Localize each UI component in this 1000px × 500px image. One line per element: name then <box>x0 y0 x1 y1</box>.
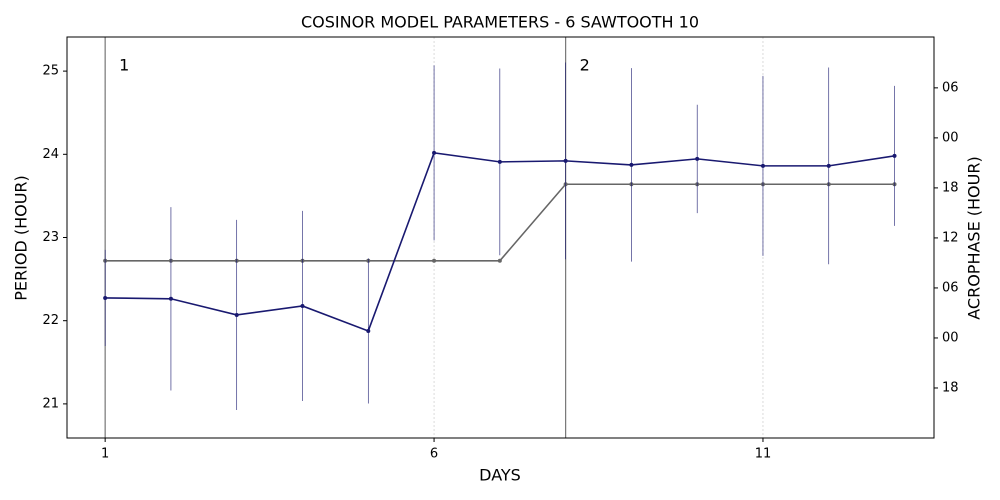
x-tick-label: 6 <box>430 447 438 462</box>
x-tick-label: 11 <box>755 447 772 462</box>
plot-frame <box>66 36 935 439</box>
data-point <box>760 163 765 168</box>
x-tick-label: 1 <box>101 447 109 462</box>
data-point <box>497 258 502 263</box>
chart-title: COSINOR MODEL PARAMETERS - 6 SAWTOOTH 10 <box>301 13 699 32</box>
data-point <box>432 150 437 155</box>
data-point <box>168 296 173 301</box>
y2-axis-label: ACROPHASE (HOUR) <box>965 156 984 319</box>
y-tick-label: 25 <box>42 64 59 79</box>
data-point <box>892 153 897 158</box>
y2-tick-label: 06 <box>942 280 959 295</box>
data-point <box>234 312 239 317</box>
section-label: 1 <box>119 56 129 75</box>
y-tick-label: 22 <box>42 313 59 328</box>
y2-tick-label: 12 <box>942 230 959 245</box>
data-point <box>695 156 700 161</box>
data-point <box>103 295 108 300</box>
y-tick-label: 24 <box>42 147 59 162</box>
data-point <box>826 163 831 168</box>
y2-tick-label: 06 <box>942 80 959 95</box>
y2-tick-label: 18 <box>942 180 959 195</box>
y-tick-label: 23 <box>42 230 59 245</box>
plot-area <box>103 37 897 438</box>
data-point <box>366 328 371 333</box>
data-point <box>300 303 305 308</box>
y2-tick-label: 00 <box>942 330 959 345</box>
y2-tick-label: 18 <box>942 380 959 395</box>
y-axis-label: PERIOD (HOUR) <box>12 175 31 301</box>
y-tick-label: 21 <box>42 396 59 411</box>
data-point <box>432 258 437 263</box>
x-axis-label: DAYS <box>479 466 521 485</box>
data-point <box>629 162 634 167</box>
section-label: 2 <box>580 56 590 75</box>
data-point <box>563 158 568 163</box>
y2-tick-label: 00 <box>942 130 959 145</box>
data-point <box>497 159 502 164</box>
